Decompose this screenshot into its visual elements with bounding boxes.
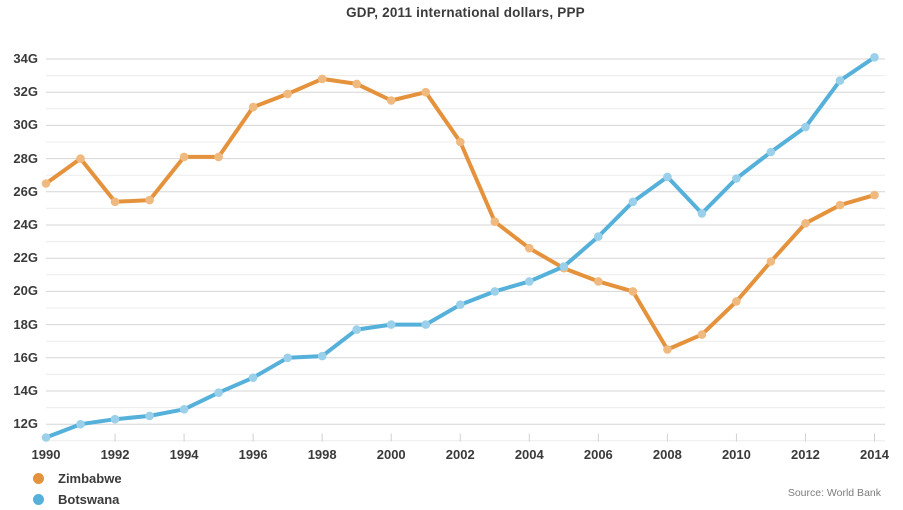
zimbabwe-data-point-marker xyxy=(145,195,154,205)
botswana-data-point-marker xyxy=(110,414,120,424)
y-axis-tick-label: 20G xyxy=(13,283,38,299)
botswana-data-point-marker xyxy=(766,147,776,157)
y-axis-tick-label: 24G xyxy=(13,217,38,232)
botswana-line xyxy=(44,55,877,440)
zimbabwe-data-point-marker xyxy=(214,152,223,162)
legend-label: Botswana xyxy=(58,492,120,507)
botswana-data-point-marker xyxy=(835,76,845,85)
botswana-data-point-marker xyxy=(317,351,327,361)
x-axis-tick-label: 2006 xyxy=(583,447,613,462)
zimbabwe-data-point-marker xyxy=(283,89,292,99)
botswana-data-point-marker xyxy=(145,411,154,421)
botswana-data-point-marker xyxy=(214,388,223,398)
botswana-data-point-marker xyxy=(421,320,431,329)
y-axis-tick-label: 30G xyxy=(13,117,38,133)
zimbabwe-data-point-marker xyxy=(76,154,85,163)
botswana-data-point-marker xyxy=(352,325,362,334)
zimbabwe-data-point-marker xyxy=(663,345,672,354)
botswana-data-point-marker xyxy=(456,300,465,310)
zimbabwe-data-point-marker xyxy=(179,152,189,162)
zimbabwe-data-point-marker xyxy=(525,243,534,253)
zimbabwe-data-point-marker xyxy=(594,277,603,286)
legend-dot-icon xyxy=(33,473,44,484)
zimbabwe-data-point-marker xyxy=(386,96,396,105)
legend-item-zimbabwe: Zimbabwe xyxy=(33,468,122,489)
botswana-data-point-marker xyxy=(179,405,189,414)
legend-item-botswana: Botswana xyxy=(33,489,122,510)
zimbabwe-data-point-marker xyxy=(248,102,258,112)
legend-label: Zimbabwe xyxy=(58,471,122,486)
zimbabwe-data-point-marker xyxy=(317,74,327,84)
botswana-data-point-marker xyxy=(594,232,603,241)
botswana-data-point-marker xyxy=(697,209,707,218)
botswana-data-point-marker xyxy=(801,122,810,132)
botswana-data-point-marker xyxy=(41,433,51,442)
x-axis-tick-label: 2004 xyxy=(514,447,544,462)
y-axis-tick-label: 32G xyxy=(13,84,38,100)
x-axis-tick-label: 2014 xyxy=(860,447,889,462)
y-axis-tick-label: 22G xyxy=(13,250,38,266)
botswana-data-point-marker xyxy=(663,172,672,182)
botswana-data-point-marker xyxy=(525,277,534,286)
y-axis-tick-label: 16G xyxy=(13,349,38,365)
y-axis-tick-label: 12G xyxy=(13,416,38,432)
x-axis-tick-label: 1992 xyxy=(100,447,130,462)
botswana-data-point-marker xyxy=(732,174,741,183)
zimbabwe-data-point-marker xyxy=(352,79,362,89)
zimbabwe-data-point-marker xyxy=(766,257,776,266)
y-axis-tick-label: 14G xyxy=(13,383,38,398)
x-axis-tick-label: 2008 xyxy=(652,447,682,462)
zimbabwe-data-point-marker xyxy=(628,287,638,296)
zimbabwe-data-point-marker xyxy=(490,217,500,226)
botswana-data-point-marker xyxy=(76,419,85,429)
botswana-data-point-marker xyxy=(870,53,879,62)
x-axis-tick-label: 2010 xyxy=(721,447,751,462)
zimbabwe-data-point-marker xyxy=(456,137,465,147)
y-axis-tick-label: 34G xyxy=(13,51,38,66)
botswana-data-point-marker xyxy=(490,287,500,296)
x-axis-tick-label: 1990 xyxy=(31,447,61,462)
chart-title: GDP, 2011 international dollars, PPP xyxy=(346,5,585,20)
zimbabwe-data-point-marker xyxy=(801,219,810,228)
legend-dot-icon xyxy=(33,494,44,505)
zimbabwe-data-point-marker xyxy=(41,179,51,188)
botswana-data-point-marker xyxy=(559,262,569,271)
x-axis-tick-label: 2000 xyxy=(376,447,406,462)
zimbabwe-data-point-marker xyxy=(870,190,879,200)
y-axis-tick-label: 26G xyxy=(13,183,38,199)
x-axis-tick-label: 1996 xyxy=(238,447,268,462)
zimbabwe-data-point-marker xyxy=(835,200,845,210)
zimbabwe-data-point-marker xyxy=(110,197,120,207)
x-axis-tick-label: 1994 xyxy=(169,447,199,462)
x-axis-tick-label: 2012 xyxy=(790,447,820,462)
botswana-data-point-marker xyxy=(628,197,638,207)
botswana-data-point-marker xyxy=(283,353,292,363)
y-axis-tick-label: 28G xyxy=(13,150,38,166)
source-note: Source: World Bank xyxy=(787,487,881,499)
zimbabwe-data-point-marker xyxy=(697,330,707,339)
x-axis-tick-label: 1998 xyxy=(307,447,337,462)
zimbabwe-data-point-marker xyxy=(421,87,431,97)
botswana-data-point-marker xyxy=(248,373,258,383)
zimbabwe-data-point-marker xyxy=(732,297,741,306)
botswana-data-point-marker xyxy=(386,320,396,329)
chart-legend: Zimbabwe Botswana xyxy=(33,468,122,510)
y-axis-tick-label: 18G xyxy=(13,316,38,332)
x-axis-tick-label: 2002 xyxy=(445,447,475,462)
